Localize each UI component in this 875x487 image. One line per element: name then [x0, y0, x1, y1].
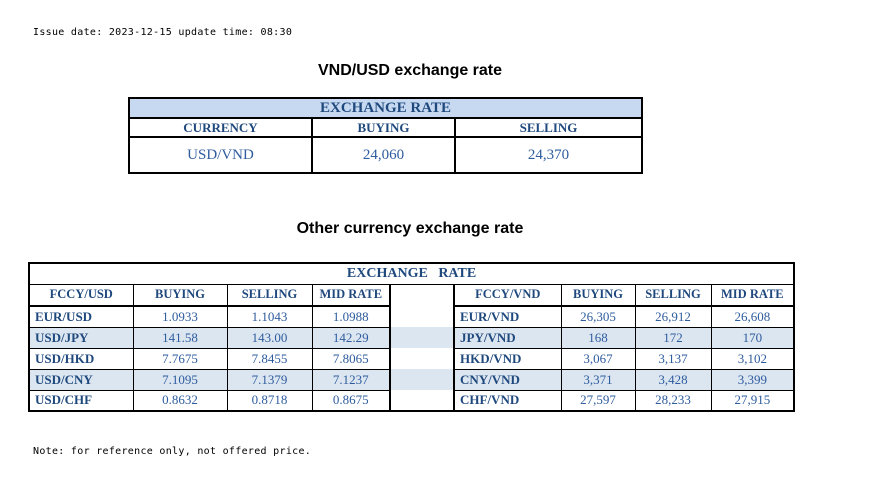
currency-pair-cell: EUR/VND — [453, 305, 562, 328]
column-header-fccy-usd: FCCY/USD — [28, 283, 134, 307]
column-header-selling: SELLING — [453, 117, 644, 138]
mid-rate-cell: 27,915 — [710, 389, 795, 412]
spacer-cell — [389, 390, 455, 412]
other-currency-rate-table: EXCHANGE RATE FCCY/USD BUYING SELLING MI… — [28, 262, 796, 412]
mid-rate-cell: 0.8675 — [311, 389, 391, 412]
table-row: USD/VND 24,060 24,370 — [128, 136, 644, 174]
buying-rate-cell: 3,371 — [560, 368, 636, 391]
banner-row: EXCHANGE RATE — [28, 262, 795, 285]
selling-rate-cell: 7.8455 — [226, 347, 313, 370]
column-header-mid-rate: MID RATE — [311, 283, 391, 307]
selling-rate-cell: 0.8718 — [226, 389, 313, 412]
spacer-cell — [389, 369, 455, 390]
selling-rate-cell: 28,233 — [634, 389, 712, 412]
table-row: USD/HKD 7.7675 7.8455 7.8065 HKD/VND 3,0… — [28, 347, 795, 370]
spacer-cell — [389, 306, 455, 327]
other-table-title: Other currency exchange rate — [296, 220, 524, 237]
mid-rate-cell: 170 — [710, 326, 795, 349]
buying-rate-cell: 1.0933 — [132, 305, 228, 328]
table-row: USD/CHF 0.8632 0.8718 0.8675 CHF/VND 27,… — [28, 389, 795, 412]
buying-rate-cell: 7.1095 — [132, 368, 228, 391]
mid-rate-cell: 26,608 — [710, 305, 795, 328]
selling-rate-cell: 172 — [634, 326, 712, 349]
table-row: USD/CNY 7.1095 7.1379 7.1237 CNY/VND 3,3… — [28, 368, 795, 391]
currency-pair-cell: USD/HKD — [28, 347, 134, 370]
currency-pair-cell: EUR/USD — [28, 305, 134, 328]
usd-table-title: VND/USD exchange rate — [317, 62, 503, 79]
column-header-mid-rate: MID RATE — [710, 283, 795, 307]
selling-rate-cell: 7.1379 — [226, 368, 313, 391]
column-header-selling: SELLING — [634, 283, 712, 307]
mid-rate-cell: 7.1237 — [311, 368, 391, 391]
spacer-cell — [389, 283, 455, 306]
column-header-buying: BUYING — [560, 283, 636, 307]
usd-vnd-rate-table: EXCHANGE RATE CURRENCY BUYING SELLING US… — [127, 97, 644, 174]
header-row: FCCY/USD BUYING SELLING MID RATE FCCY/VN… — [28, 283, 795, 307]
mid-rate-cell: 142.29 — [311, 326, 391, 349]
column-header-buying: BUYING — [311, 117, 456, 138]
issue-date-text: Issue date: 2023-12-15 update time: 08:3… — [33, 27, 293, 38]
note-text: Note: for reference only, not offered pr… — [33, 446, 312, 457]
buying-rate-cell: 24,060 — [311, 136, 456, 174]
buying-rate-cell: 27,597 — [560, 389, 636, 412]
buying-rate-cell: 168 — [560, 326, 636, 349]
currency-pair-cell: USD/CNY — [28, 368, 134, 391]
currency-pair-cell: USD/VND — [128, 136, 313, 174]
buying-rate-cell: 0.8632 — [132, 389, 228, 412]
column-header-buying: BUYING — [132, 283, 228, 307]
selling-rate-cell: 3,137 — [634, 347, 712, 370]
header-row: CURRENCY BUYING SELLING — [128, 117, 644, 138]
currency-pair-cell: CNY/VND — [453, 368, 562, 391]
selling-rate-cell: 143.00 — [226, 326, 313, 349]
currency-pair-cell: HKD/VND — [453, 347, 562, 370]
mid-rate-cell: 1.0988 — [311, 305, 391, 328]
buying-rate-cell: 7.7675 — [132, 347, 228, 370]
table-banner: EXCHANGE RATE — [28, 262, 795, 285]
mid-rate-cell: 3,399 — [710, 368, 795, 391]
selling-rate-cell: 3,428 — [634, 368, 712, 391]
mid-rate-cell: 7.8065 — [311, 347, 391, 370]
column-header-currency: CURRENCY — [128, 117, 313, 138]
banner-row: EXCHANGE RATE — [127, 97, 644, 119]
currency-pair-cell: USD/CHF — [28, 389, 134, 412]
selling-rate-cell: 24,370 — [453, 136, 644, 174]
spacer-cell — [389, 348, 455, 369]
buying-rate-cell: 141.58 — [132, 326, 228, 349]
spacer-cell — [389, 327, 455, 348]
currency-pair-cell: USD/JPY — [28, 326, 134, 349]
selling-rate-cell: 26,912 — [634, 305, 712, 328]
table-row: EUR/USD 1.0933 1.1043 1.0988 EUR/VND 26,… — [28, 305, 795, 328]
buying-rate-cell: 3,067 — [560, 347, 636, 370]
mid-rate-cell: 3,102 — [710, 347, 795, 370]
currency-pair-cell: CHF/VND — [453, 389, 562, 412]
selling-rate-cell: 1.1043 — [226, 305, 313, 328]
column-header-selling: SELLING — [226, 283, 313, 307]
currency-pair-cell: JPY/VND — [453, 326, 562, 349]
table-banner: EXCHANGE RATE — [127, 97, 644, 119]
column-header-fccy-vnd: FCCY/VND — [453, 283, 562, 307]
table-row: USD/JPY 141.58 143.00 142.29 JPY/VND 168… — [28, 326, 795, 349]
buying-rate-cell: 26,305 — [560, 305, 636, 328]
